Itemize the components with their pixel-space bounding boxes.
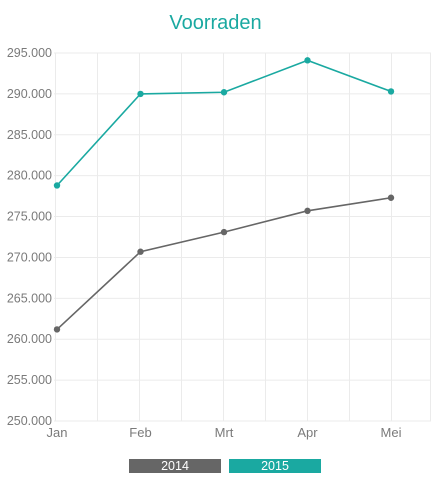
y-tick-label: 270.000 — [7, 250, 52, 264]
data-point-2014 — [137, 248, 144, 255]
legend-label-2015: 2015 — [261, 459, 289, 473]
data-point-2014 — [220, 228, 228, 236]
y-tick-label: 280.000 — [7, 169, 52, 183]
chart-title: Voorraden — [169, 12, 262, 34]
y-tick-label: 260.000 — [7, 332, 52, 346]
data-point-2015 — [220, 89, 228, 96]
y-tick-label: 275.000 — [7, 210, 52, 224]
legend-swatch-2014 — [129, 459, 221, 473]
data-point-2014 — [387, 194, 395, 201]
data-point-2015 — [387, 88, 395, 95]
y-tick-label: 295.000 — [7, 46, 52, 60]
y-tick-label: 255.000 — [7, 373, 52, 387]
legend-label-2014: 2014 — [161, 459, 189, 473]
x-tick-label: Apr — [297, 425, 318, 440]
y-tick-label: 250.000 — [7, 414, 52, 428]
legend-swatch-2015 — [229, 459, 321, 473]
x-tick-label: Jan — [47, 425, 68, 440]
data-point-2015 — [53, 182, 61, 189]
y-tick-label: 265.000 — [7, 291, 52, 305]
x-tick-label: Mrt — [215, 425, 234, 440]
data-point-2015 — [304, 57, 311, 64]
y-tick-label: 285.000 — [7, 128, 52, 142]
data-point-2014 — [53, 326, 61, 333]
x-tick-label: Feb — [129, 425, 151, 440]
x-tick-label: Mei — [381, 425, 402, 440]
data-point-2014 — [304, 207, 311, 215]
data-point-2015 — [137, 90, 144, 98]
y-tick-label: 290.000 — [7, 87, 52, 101]
